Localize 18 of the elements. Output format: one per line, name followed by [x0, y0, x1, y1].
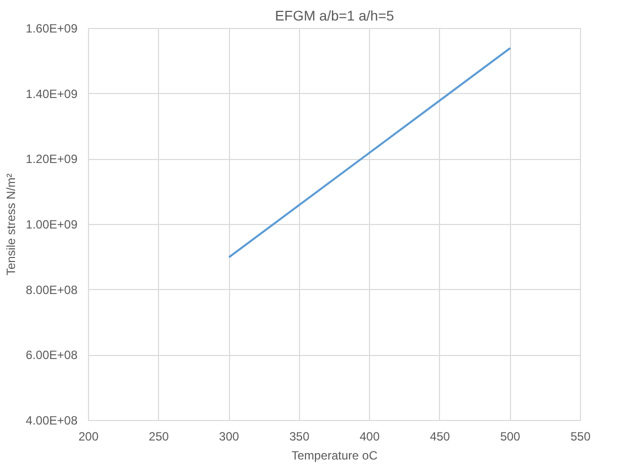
x-tick-label: 400: [360, 430, 380, 444]
y-tick-label: 1.00E+09: [26, 218, 78, 232]
x-tick-label: 300: [219, 430, 240, 444]
x-axis-title: Temperature oC: [291, 448, 378, 462]
x-tick-label: 550: [570, 430, 591, 444]
y-tick-label: 8.00E+08: [26, 282, 78, 297]
y-tick-label: 1.60E+09: [26, 22, 78, 36]
x-tick-label: 250: [148, 430, 170, 444]
x-tick-label: 200: [78, 430, 99, 444]
x-tick-label: 500: [500, 430, 521, 444]
y-tick-label: 1.40E+09: [26, 86, 78, 101]
chart-title: EFGM a/b=1 a/h=5: [274, 8, 394, 24]
x-tick-label: 350: [289, 430, 310, 444]
y-tick-label: 1.20E+09: [26, 152, 78, 166]
y-tick-label: 4.00E+08: [26, 414, 78, 428]
y-axis-title: Tensile stress N/m²: [4, 173, 18, 276]
y-tick-label: 6.00E+08: [26, 348, 78, 362]
x-tick-label: 450: [430, 430, 450, 444]
